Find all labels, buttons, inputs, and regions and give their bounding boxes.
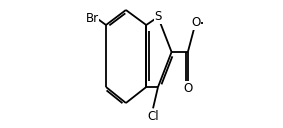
- Text: O: O: [191, 17, 200, 29]
- Text: Cl: Cl: [147, 109, 159, 122]
- Text: S: S: [154, 10, 162, 24]
- Text: O: O: [183, 82, 192, 94]
- Text: Br: Br: [85, 12, 98, 24]
